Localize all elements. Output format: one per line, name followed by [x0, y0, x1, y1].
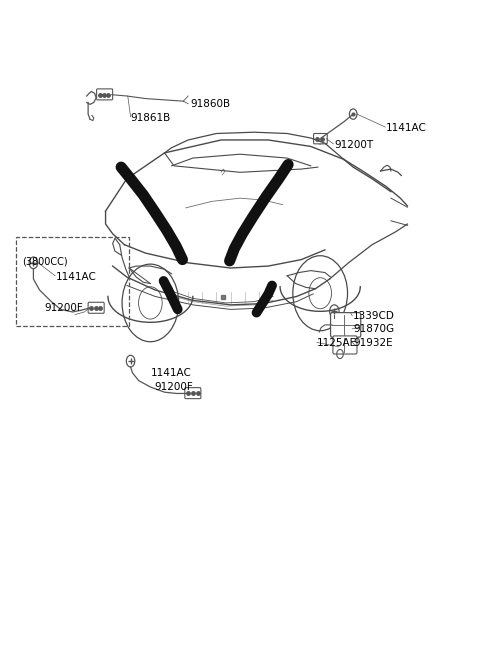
Text: 91860B: 91860B — [191, 100, 230, 109]
FancyBboxPatch shape — [313, 134, 327, 144]
Text: 1141AC: 1141AC — [150, 367, 191, 378]
Text: 1141AC: 1141AC — [56, 272, 97, 282]
Text: 91932E: 91932E — [353, 338, 393, 348]
FancyBboxPatch shape — [88, 302, 104, 313]
Text: 1141AC: 1141AC — [386, 123, 427, 134]
Text: 1339CD: 1339CD — [353, 311, 395, 321]
Text: (3800CC): (3800CC) — [22, 257, 68, 267]
Text: 91200T: 91200T — [335, 140, 373, 150]
Text: 91200F: 91200F — [154, 382, 193, 392]
FancyBboxPatch shape — [331, 312, 361, 337]
Text: 91200F: 91200F — [44, 303, 83, 313]
FancyBboxPatch shape — [96, 89, 113, 100]
Text: 1125AE: 1125AE — [317, 338, 357, 348]
FancyBboxPatch shape — [185, 388, 201, 399]
Bar — [16, 237, 129, 326]
FancyBboxPatch shape — [333, 336, 357, 354]
Text: 91870G: 91870G — [353, 324, 395, 335]
Text: 91861B: 91861B — [131, 113, 171, 123]
